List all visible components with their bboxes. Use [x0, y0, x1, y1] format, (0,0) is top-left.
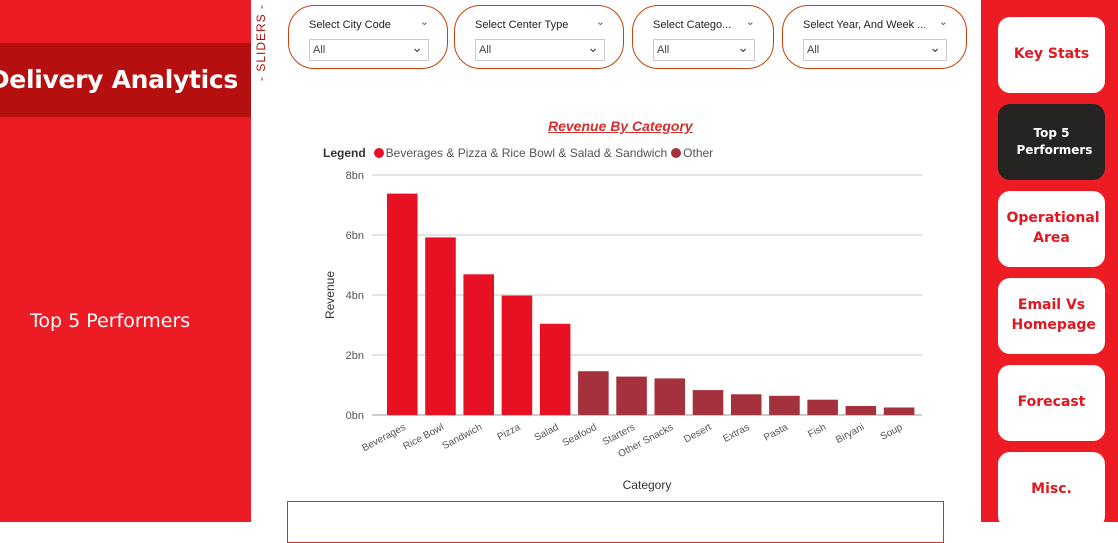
slicer-label: Select Center Type: [475, 19, 569, 31]
legend-swatch-top: [373, 148, 384, 158]
bar: [807, 399, 838, 415]
app-title: od Delivery Analytics: [0, 65, 238, 94]
nav-label: Operational Area: [1006, 210, 1100, 246]
x-tick-label: Soup: [879, 422, 905, 443]
bar: [692, 390, 724, 415]
title-banner: od Delivery Analytics: [0, 43, 251, 117]
slicer-city-code[interactable]: Select City Code ⌄ All ⌄: [288, 5, 448, 69]
bar: [578, 371, 609, 415]
x-axis-title: Category: [623, 478, 672, 492]
nav-forecast-button[interactable]: Forecast: [998, 365, 1105, 441]
chevron-down-icon: ⌄: [411, 39, 423, 55]
nav-top5-performers-button[interactable]: Top 5 Performers: [998, 104, 1105, 180]
chevron-down-icon: ⌄: [929, 39, 941, 55]
slicer-dropdown[interactable]: All ⌄: [475, 39, 605, 61]
legend-item-top[interactable]: Beverages & Pizza & Rice Bowl & Salad & …: [385, 146, 668, 160]
bar: [463, 274, 494, 415]
chevron-down-icon[interactable]: ⌄: [745, 16, 755, 28]
legend-item-other[interactable]: Other: [683, 146, 714, 160]
main-canvas: [251, 0, 981, 522]
slicer-dropdown[interactable]: All ⌄: [309, 39, 429, 61]
page-label: Top 5 Performers: [30, 310, 191, 332]
x-tick-label: Desert: [682, 422, 713, 446]
bar: [387, 193, 418, 415]
x-tick-label: Pasta: [762, 422, 790, 444]
x-tick-label: Beverages: [360, 422, 407, 454]
chart-title: Revenue By Category: [548, 118, 693, 134]
x-tick-label: Seafood: [561, 422, 599, 449]
slicer-value: All: [313, 44, 326, 56]
y-tick-label: 8bn: [346, 170, 364, 182]
nav-email-vs-homepage-button[interactable]: Email Vs Homepage: [998, 278, 1105, 354]
y-axis-title: Revenue: [323, 271, 337, 319]
y-tick-label: 6bn: [346, 230, 364, 242]
x-tick-label: Fish: [806, 422, 828, 441]
slicer-label: Select Year, And Week ...: [803, 19, 925, 31]
bar: [845, 406, 877, 415]
slicer-center-type[interactable]: Select Center Type ⌄ All ⌄: [454, 5, 624, 69]
slicer-label: Select Catego...: [653, 19, 732, 31]
x-tick-label: Pizza: [496, 422, 523, 443]
chevron-down-icon[interactable]: ⌄: [419, 16, 429, 28]
bar: [883, 407, 915, 415]
x-tick-label: Salad: [533, 422, 561, 444]
chevron-down-icon[interactable]: ⌄: [938, 16, 948, 28]
y-tick-label: 2bn: [346, 350, 364, 362]
x-tick-label: Extras: [721, 422, 751, 445]
bar: [769, 395, 800, 415]
x-tick-label: Rice Bowl: [401, 422, 445, 453]
sliders-label-text: - SLIDERS -: [254, 4, 268, 82]
slicer-year-week[interactable]: Select Year, And Week ... ⌄ All ⌄: [782, 5, 967, 69]
chart-legend: Legend Beverages & Pizza & Rice Bowl & Sa…: [323, 146, 713, 160]
chevron-down-icon: ⌄: [587, 39, 599, 55]
slicer-value: All: [479, 44, 492, 56]
nav-label: Forecast: [1017, 394, 1086, 411]
chevron-down-icon[interactable]: ⌄: [595, 16, 605, 28]
y-tick-label: 0bn: [346, 410, 364, 422]
slicer-category[interactable]: Select Catego... ⌄ All ⌄: [632, 5, 774, 69]
sliders-label: - SLIDERS -: [254, 4, 274, 81]
bar: [616, 376, 647, 415]
slicer-label: Select City Code: [309, 19, 391, 31]
y-tick-label: 4bn: [346, 290, 364, 302]
slicer-value: All: [657, 44, 670, 56]
nav-key-stats-button[interactable]: Key Stats: [998, 17, 1105, 93]
nav-operational-area-button[interactable]: Operational Area: [998, 191, 1105, 267]
bar: [425, 237, 456, 415]
bar: [539, 323, 571, 415]
nav-label: Key Stats: [1013, 46, 1090, 63]
nav-label: Top 5 Performers: [1016, 126, 1093, 157]
nav-misc-button[interactable]: Misc.: [998, 452, 1105, 528]
nav-label: Email Vs Homepage: [1011, 297, 1096, 333]
slicer-dropdown[interactable]: All ⌄: [803, 39, 947, 61]
chevron-down-icon: ⌄: [737, 39, 749, 55]
bar: [654, 378, 686, 415]
bottom-visual-container: [287, 501, 944, 543]
slicer-value: All: [807, 44, 820, 56]
left-panel: od Delivery Analytics Top 5 Performers: [0, 0, 251, 522]
legend-swatch-other: [671, 148, 682, 158]
legend-title: Legend: [323, 146, 366, 160]
x-tick-label: Biryani: [834, 422, 866, 446]
x-tick-label: Sandwich: [441, 422, 484, 452]
slicer-dropdown[interactable]: All ⌄: [653, 39, 755, 61]
right-nav-panel: Key Stats Top 5 Performers Operational A…: [981, 0, 1118, 528]
nav-label: Misc.: [1031, 481, 1072, 498]
bar: [501, 295, 533, 415]
bar: [730, 394, 762, 415]
